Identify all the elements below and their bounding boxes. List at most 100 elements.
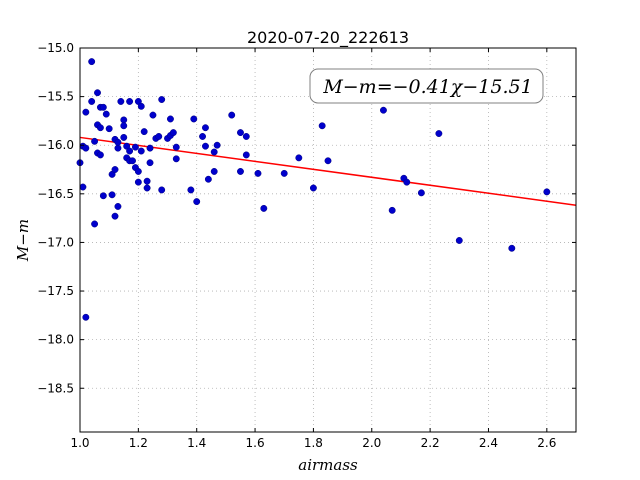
data-point xyxy=(202,124,209,132)
data-point xyxy=(137,147,145,155)
x-tick-label: 1.0 xyxy=(70,436,89,450)
data-point xyxy=(149,111,157,119)
y-axis-label: M−m xyxy=(14,219,32,262)
data-point xyxy=(114,138,122,146)
y-tick-label: −16.0 xyxy=(37,138,74,152)
data-point xyxy=(169,129,177,137)
data-point xyxy=(237,168,244,175)
data-point xyxy=(120,116,128,124)
data-point xyxy=(146,159,154,167)
data-point xyxy=(158,186,166,194)
data-point xyxy=(155,133,163,140)
data-point xyxy=(114,144,122,152)
data-point xyxy=(403,178,411,186)
data-point xyxy=(114,203,122,210)
y-tick-label: −16.5 xyxy=(37,187,74,201)
data-point xyxy=(508,244,516,252)
x-axis-label: airmass xyxy=(298,456,358,474)
data-point xyxy=(96,151,104,159)
data-point xyxy=(111,166,119,173)
data-point xyxy=(120,122,128,130)
data-point xyxy=(388,206,396,214)
data-point xyxy=(140,128,148,136)
data-point xyxy=(99,103,107,111)
data-point xyxy=(210,168,218,175)
x-tick-label: 1.6 xyxy=(246,436,265,450)
data-point xyxy=(120,133,128,141)
data-point xyxy=(88,98,96,105)
data-point xyxy=(94,89,101,97)
y-tick-label: −18.0 xyxy=(37,333,74,347)
data-point xyxy=(204,175,212,183)
data-point xyxy=(260,204,268,212)
data-point xyxy=(190,115,198,123)
x-tick-label: 1.8 xyxy=(304,436,323,450)
data-point xyxy=(82,108,90,116)
data-point xyxy=(134,178,142,186)
chart-title: 2020-07-20_222613 xyxy=(247,28,409,48)
data-point xyxy=(210,148,218,156)
y-tick-label: −15.0 xyxy=(37,41,74,55)
data-point xyxy=(324,157,332,165)
data-point xyxy=(543,188,551,196)
y-tick-label: −17.0 xyxy=(37,235,74,249)
data-point xyxy=(202,142,209,150)
data-point xyxy=(91,137,99,145)
data-point xyxy=(91,220,99,228)
data-point xyxy=(417,189,425,197)
data-point xyxy=(309,184,317,192)
data-point xyxy=(237,129,244,137)
data-point xyxy=(143,184,151,192)
data-point xyxy=(134,168,142,175)
data-point xyxy=(111,212,119,220)
x-tick-label: 1.2 xyxy=(129,436,148,450)
x-tick-label: 2.0 xyxy=(362,436,381,450)
data-point xyxy=(280,169,288,177)
data-point xyxy=(199,133,206,140)
fit-equation: M−m=−0.41χ−15.51 xyxy=(322,76,532,98)
data-point xyxy=(172,155,180,163)
data-point xyxy=(131,143,139,151)
data-point xyxy=(117,98,125,105)
data-point xyxy=(105,125,113,133)
data-points xyxy=(76,58,551,321)
y-tick-label: −17.5 xyxy=(37,284,74,298)
data-point xyxy=(126,147,134,155)
data-point xyxy=(88,58,96,66)
grid-lines xyxy=(79,47,576,432)
data-point xyxy=(187,186,195,194)
x-tick-label: 2.4 xyxy=(479,436,498,450)
data-point xyxy=(435,130,443,137)
data-point xyxy=(455,237,463,244)
data-point xyxy=(146,144,154,152)
data-point xyxy=(102,110,110,118)
plot-frame xyxy=(79,47,577,433)
x-tick-label: 1.4 xyxy=(187,436,206,450)
data-point xyxy=(82,313,90,321)
data-point xyxy=(129,157,136,165)
x-tick-label: 2.2 xyxy=(421,436,440,450)
fit-line xyxy=(79,136,577,206)
y-axis-ticks: −15.0 −15.5 −16.0 −16.5 −17.0 −17.5 −18.0 −18.5 xyxy=(37,41,576,395)
data-point xyxy=(166,115,174,123)
y-tick-label: −15.5 xyxy=(37,90,74,104)
data-point xyxy=(193,198,201,206)
data-point xyxy=(143,177,151,185)
data-point xyxy=(242,133,250,140)
data-point xyxy=(228,111,236,119)
data-point xyxy=(379,106,387,114)
equation-box xyxy=(309,68,544,104)
data-point xyxy=(242,151,250,159)
data-point xyxy=(137,102,145,110)
x-axis-ticks: 1.0 1.2 1.4 1.6 1.8 2.0 2.2 2.4 2.6 xyxy=(70,48,556,450)
data-point xyxy=(213,141,221,149)
data-point xyxy=(318,122,326,130)
data-point xyxy=(295,154,303,162)
data-point xyxy=(82,144,90,152)
data-point xyxy=(158,96,166,103)
data-point xyxy=(96,124,104,132)
data-point xyxy=(126,98,134,105)
data-point xyxy=(99,192,107,200)
y-tick-label: −18.5 xyxy=(37,381,74,395)
